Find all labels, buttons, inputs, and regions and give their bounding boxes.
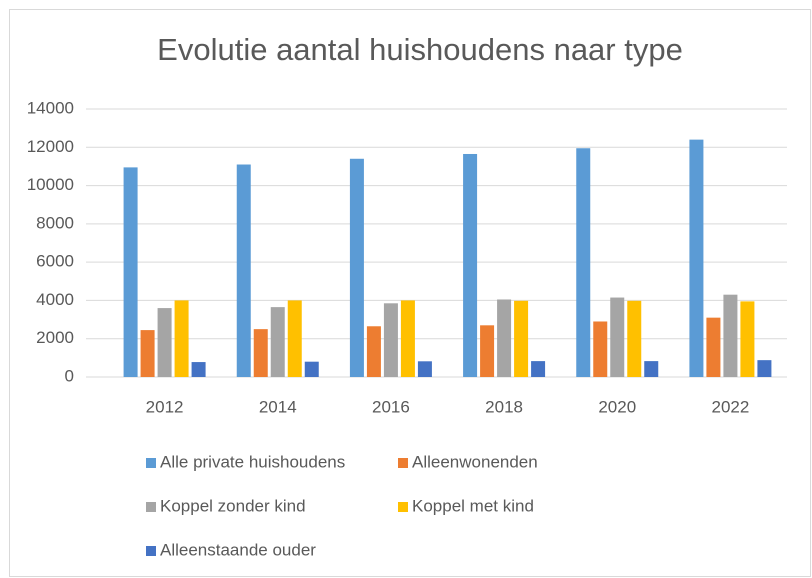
bar <box>236 164 251 377</box>
legend-swatch <box>146 502 156 512</box>
bar <box>480 325 495 377</box>
legend-label: Koppel zonder kind <box>160 496 306 515</box>
y-tick-label: 10000 <box>27 175 74 194</box>
x-tick-label: 2012 <box>146 397 184 416</box>
chart-title: Evolutie aantal huishoudens naar type <box>157 32 683 67</box>
legend-swatch <box>398 502 408 512</box>
y-tick-label: 4000 <box>36 290 74 309</box>
y-tick-label: 2000 <box>36 328 74 347</box>
bar <box>366 326 381 377</box>
bar <box>627 300 642 377</box>
legend-label: Alle private huishoudens <box>160 452 345 471</box>
bar <box>740 301 755 377</box>
bar <box>304 361 319 377</box>
bar <box>349 158 364 377</box>
y-tick-label: 8000 <box>36 213 74 232</box>
legend-swatch <box>146 546 156 556</box>
x-tick-label: 2014 <box>259 397 297 416</box>
bar <box>157 308 172 377</box>
x-tick-label: 2016 <box>372 397 410 416</box>
x-tick-label: 2018 <box>485 397 523 416</box>
chart-frame <box>9 9 811 577</box>
y-tick-label: 14000 <box>27 98 74 117</box>
bar <box>689 139 704 377</box>
y-tick-label: 6000 <box>36 252 74 271</box>
bar <box>463 153 478 377</box>
x-tick-label: 2020 <box>598 397 636 416</box>
bar <box>140 330 155 377</box>
x-tick-label: 2022 <box>712 397 750 416</box>
bar <box>400 300 415 377</box>
y-tick-label: 0 <box>65 366 74 385</box>
bar <box>644 361 659 377</box>
bar <box>531 361 546 377</box>
bar <box>383 303 398 377</box>
legend-swatch <box>146 458 156 468</box>
bar <box>253 329 268 377</box>
bar <box>270 307 285 377</box>
bar <box>497 299 512 377</box>
bar <box>576 148 591 377</box>
bar <box>174 300 189 377</box>
bar <box>123 167 138 377</box>
bar <box>610 297 625 377</box>
bar <box>593 321 608 377</box>
bar <box>706 317 721 377</box>
bar <box>723 294 738 377</box>
y-tick-label: 12000 <box>27 137 74 156</box>
legend-label: Alleenstaande ouder <box>160 540 316 559</box>
legend-label: Koppel met kind <box>412 496 534 515</box>
bar <box>514 300 529 377</box>
bar <box>417 361 432 377</box>
legend-swatch <box>398 458 408 468</box>
bar <box>191 362 206 377</box>
bar <box>287 300 302 377</box>
bar <box>757 360 772 377</box>
legend-label: Alleenwonenden <box>412 452 538 471</box>
